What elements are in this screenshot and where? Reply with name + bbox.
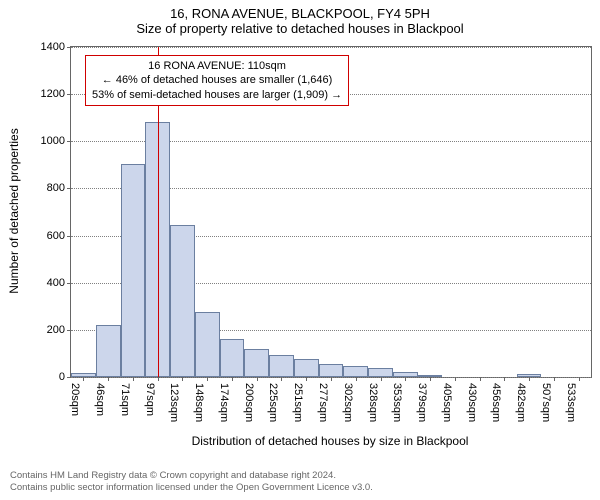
x-tick-mark: [455, 377, 456, 381]
x-tick-label: 46sqm: [94, 383, 106, 416]
x-tick-label: 148sqm: [193, 383, 205, 422]
y-tick-label: 600: [47, 230, 65, 242]
x-tick-label: 430sqm: [466, 383, 478, 422]
histogram-bar: [294, 359, 319, 377]
x-tick-mark: [579, 377, 580, 381]
x-tick-mark: [83, 377, 84, 381]
y-tick-mark: [67, 94, 71, 95]
x-tick-mark: [381, 377, 382, 381]
x-tick-label: 200sqm: [243, 383, 255, 422]
x-tick-label: 97sqm: [144, 383, 156, 416]
x-tick-mark: [207, 377, 208, 381]
gridline: [71, 47, 591, 48]
x-tick-label: 507sqm: [540, 383, 552, 422]
x-tick-mark: [281, 377, 282, 381]
x-tick-label: 225sqm: [267, 383, 279, 422]
y-tick-label: 200: [47, 324, 65, 336]
y-tick-label: 1000: [41, 135, 65, 147]
x-tick-mark: [182, 377, 183, 381]
annotation-line: 16 RONA AVENUE: 110sqm: [92, 59, 342, 73]
x-tick-mark: [356, 377, 357, 381]
x-tick-label: 277sqm: [317, 383, 329, 422]
subtitle-line: Size of property relative to detached ho…: [0, 21, 600, 36]
x-tick-mark: [504, 377, 505, 381]
footer-attribution: Contains HM Land Registry data © Crown c…: [10, 470, 373, 494]
x-tick-mark: [232, 377, 233, 381]
x-tick-mark: [554, 377, 555, 381]
footer-line-1: Contains HM Land Registry data © Crown c…: [10, 470, 373, 482]
x-tick-label: 251sqm: [292, 383, 304, 422]
x-tick-mark: [133, 377, 134, 381]
x-tick-label: 123sqm: [168, 383, 180, 422]
x-tick-mark: [108, 377, 109, 381]
x-tick-label: 405sqm: [441, 383, 453, 422]
y-tick-label: 400: [47, 277, 65, 289]
y-tick-mark: [67, 377, 71, 378]
x-tick-mark: [306, 377, 307, 381]
annotation-line: 53% of semi-detached houses are larger (…: [92, 88, 342, 102]
x-tick-mark: [480, 377, 481, 381]
x-tick-label: 328sqm: [367, 383, 379, 422]
footer-line-2: Contains public sector information licen…: [10, 482, 373, 494]
y-tick-mark: [67, 141, 71, 142]
chart-titles: 16, RONA AVENUE, BLACKPOOL, FY4 5PH Size…: [0, 0, 600, 36]
y-tick-mark: [67, 330, 71, 331]
x-tick-label: 20sqm: [69, 383, 81, 416]
x-tick-label: 533sqm: [565, 383, 577, 422]
x-tick-mark: [257, 377, 258, 381]
annotation-line: ← 46% of detached houses are smaller (1,…: [92, 73, 342, 87]
address-line: 16, RONA AVENUE, BLACKPOOL, FY4 5PH: [0, 6, 600, 21]
y-tick-label: 1200: [41, 88, 65, 100]
x-tick-mark: [331, 377, 332, 381]
y-tick-mark: [67, 188, 71, 189]
x-tick-label: 71sqm: [119, 383, 131, 416]
y-tick-label: 0: [59, 371, 65, 383]
x-tick-label: 353sqm: [391, 383, 403, 422]
histogram-bar: [343, 366, 368, 377]
y-tick-label: 800: [47, 182, 65, 194]
histogram-bar: [121, 164, 146, 377]
y-tick-mark: [67, 236, 71, 237]
histogram-bar: [195, 312, 220, 377]
histogram-bar: [244, 349, 269, 377]
x-tick-label: 456sqm: [490, 383, 502, 422]
histogram-bar: [96, 325, 121, 377]
y-axis-label: Number of detached properties: [7, 128, 21, 293]
y-tick-mark: [67, 47, 71, 48]
x-tick-mark: [529, 377, 530, 381]
x-tick-mark: [430, 377, 431, 381]
histogram-bar: [368, 368, 393, 377]
histogram-bar: [170, 225, 195, 377]
annotation-box: 16 RONA AVENUE: 110sqm← 46% of detached …: [85, 55, 349, 106]
y-tick-mark: [67, 283, 71, 284]
x-tick-label: 482sqm: [515, 383, 527, 422]
y-tick-label: 1400: [41, 41, 65, 53]
x-tick-mark: [405, 377, 406, 381]
x-tick-mark: [158, 377, 159, 381]
histogram-bar: [220, 339, 245, 377]
histogram-bar: [269, 355, 294, 377]
histogram-bar: [319, 364, 344, 377]
x-tick-label: 302sqm: [342, 383, 354, 422]
x-tick-label: 174sqm: [218, 383, 230, 422]
x-axis-label: Distribution of detached houses by size …: [192, 434, 469, 448]
x-tick-label: 379sqm: [416, 383, 428, 422]
